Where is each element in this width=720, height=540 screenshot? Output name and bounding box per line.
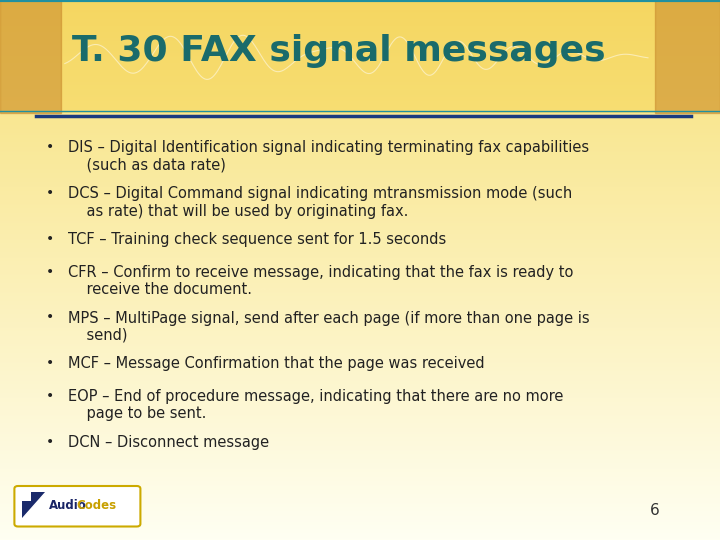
Text: CFR – Confirm to receive message, indicating that the fax is ready to
    receiv: CFR – Confirm to receive message, indica… xyxy=(68,265,574,297)
Text: •: • xyxy=(46,389,55,403)
Bar xyxy=(22,492,31,501)
Text: •: • xyxy=(46,232,55,246)
Text: Audio: Audio xyxy=(49,500,86,512)
Bar xyxy=(655,0,720,113)
Text: MCF – Message Confirmation that the page was received: MCF – Message Confirmation that the page… xyxy=(68,356,485,372)
Text: MPS – MultiPage signal, send after each page (if more than one page is
    send): MPS – MultiPage signal, send after each … xyxy=(68,310,590,343)
Text: DCN – Disconnect message: DCN – Disconnect message xyxy=(68,435,269,450)
Text: DIS – Digital Identification signal indicating terminating fax capabilities
    : DIS – Digital Identification signal indi… xyxy=(68,140,590,173)
Text: •: • xyxy=(46,265,55,279)
Text: T. 30 FAX signal messages: T. 30 FAX signal messages xyxy=(72,35,606,68)
Bar xyxy=(0,0,61,113)
Text: •: • xyxy=(46,356,55,370)
Polygon shape xyxy=(22,492,45,518)
Text: EOP – End of procedure message, indicating that there are no more
    page to be: EOP – End of procedure message, indicati… xyxy=(68,389,564,421)
Text: DCS – Digital Command signal indicating mtransmission mode (such
    as rate) th: DCS – Digital Command signal indicating … xyxy=(68,186,572,219)
Text: •: • xyxy=(46,310,55,325)
Text: •: • xyxy=(46,140,55,154)
Text: 6: 6 xyxy=(650,503,660,518)
Text: •: • xyxy=(46,186,55,200)
FancyBboxPatch shape xyxy=(14,486,140,526)
Text: Codes: Codes xyxy=(76,500,117,512)
Text: •: • xyxy=(46,435,55,449)
Bar xyxy=(22,492,45,518)
Text: TCF – Training check sequence sent for 1.5 seconds: TCF – Training check sequence sent for 1… xyxy=(68,232,446,247)
